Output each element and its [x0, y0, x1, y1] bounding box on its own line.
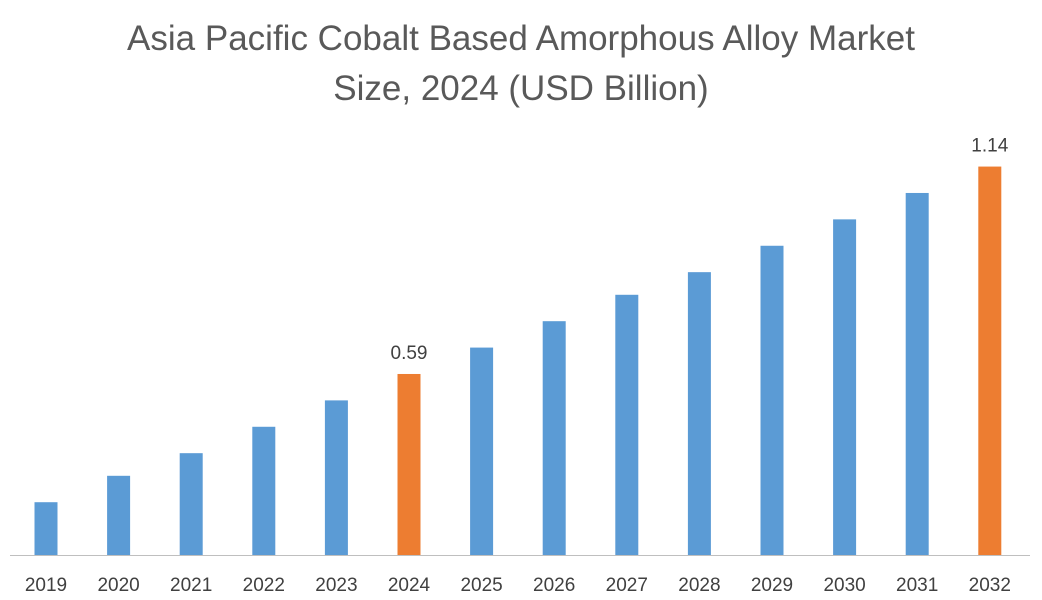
x-tick-label: 2026 [533, 575, 575, 596]
x-tick-label: 2022 [243, 575, 285, 596]
chart-title-line-1: Asia Pacific Cobalt Based Amorphous Allo… [127, 19, 915, 58]
x-tick-label: 2025 [460, 575, 502, 596]
bar-2023 [324, 400, 348, 555]
x-tick-label: 2032 [969, 575, 1011, 596]
bar-2022 [252, 426, 276, 555]
data-label: 0.59 [391, 343, 428, 364]
x-tick-label: 2021 [170, 575, 212, 596]
x-tick-label: 2027 [606, 575, 648, 596]
bar-2019 [34, 502, 58, 555]
chart-title-line-2: Size, 2024 (USD Billion) [333, 69, 708, 108]
data-label: 1.14 [971, 136, 1008, 157]
x-tick-label: 2029 [751, 575, 793, 596]
x-tick-label: 2031 [896, 575, 938, 596]
bar-2020 [107, 475, 131, 555]
x-tick-label: 2024 [388, 575, 431, 596]
bar-2027 [615, 294, 639, 555]
bar-2021 [179, 453, 203, 555]
bar-2025 [470, 347, 494, 555]
bar-2029 [760, 245, 784, 556]
bar-2026 [542, 321, 566, 555]
x-tick-label: 2019 [25, 575, 67, 596]
bar-2024 [397, 373, 421, 555]
bar-2032 [978, 166, 1002, 555]
x-tick-label: 2030 [823, 575, 865, 596]
bar-2028 [687, 272, 711, 555]
x-tick-label: 2020 [97, 575, 139, 596]
x-tick-label: 2028 [678, 575, 720, 596]
x-tick-label: 2023 [315, 575, 357, 596]
bar-2030 [833, 219, 857, 555]
bar-2031 [905, 192, 929, 555]
